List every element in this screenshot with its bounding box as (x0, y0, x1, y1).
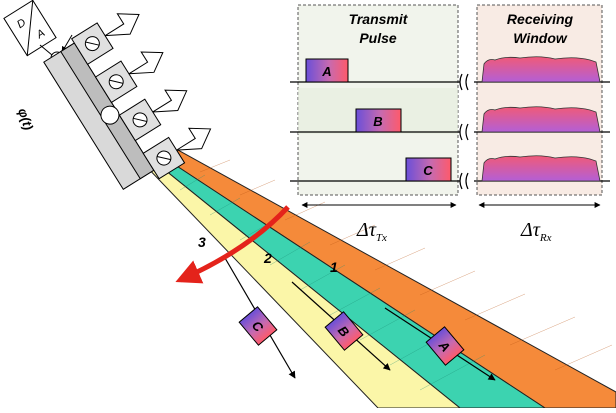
array-body (43, 13, 212, 191)
receive-window-b (481, 106, 601, 133)
phased-array-antenna: D A × (3, 0, 212, 191)
delta-rx-label: ΔτRx (520, 219, 552, 244)
beam-label-2: 2 (263, 250, 272, 266)
timeline-row-a: A (290, 56, 610, 83)
array-element-4 (142, 127, 212, 180)
array-element-3 (118, 89, 188, 142)
dac-block: D A (3, 0, 57, 57)
timeline-row-b: B (290, 106, 610, 133)
antenna-horn-icon (104, 13, 140, 37)
beam-pulse-tag-c: C (238, 306, 278, 346)
timeline-row-c: C (290, 155, 610, 182)
beam-fan: 3 2 1 C B A (141, 149, 616, 409)
transmit-pulse-b-label: B (373, 114, 382, 129)
receive-window-c (481, 155, 601, 182)
transmit-pulse-a-label: A (321, 64, 331, 79)
beam-label-1: 1 (330, 259, 338, 275)
array-element-1 (70, 13, 140, 65)
beam-pulse-tag-a: A (425, 326, 465, 366)
receive-window-a (481, 56, 601, 83)
transmit-pulse-c-label: C (423, 163, 433, 178)
splitter-icon (100, 105, 120, 125)
transmit-pulse-a (305, 58, 349, 83)
beam-pulse-tag-b: B (324, 311, 364, 351)
phase-label: φ(t) (15, 106, 36, 132)
dac-to-mixer-line (39, 44, 53, 56)
transmit-pulse-c (405, 157, 452, 182)
transmit-title-line2: Pulse (359, 30, 397, 46)
antenna-horn-icon (128, 51, 164, 75)
receive-title-line1: Receiving (507, 11, 574, 27)
transmit-pulse-b (355, 108, 402, 133)
antenna-horn-icon (176, 127, 212, 151)
delta-tx-label: ΔτTx (356, 219, 387, 244)
receive-title-line2: Window (513, 30, 568, 46)
transmit-title-line1: Transmit (349, 11, 409, 27)
array-element-2 (94, 51, 164, 104)
scan-sweep-arrow (175, 205, 290, 284)
antenna-horn-icon (152, 89, 188, 113)
time-break-marks (459, 73, 469, 190)
beam-label-3: 3 (198, 234, 206, 250)
